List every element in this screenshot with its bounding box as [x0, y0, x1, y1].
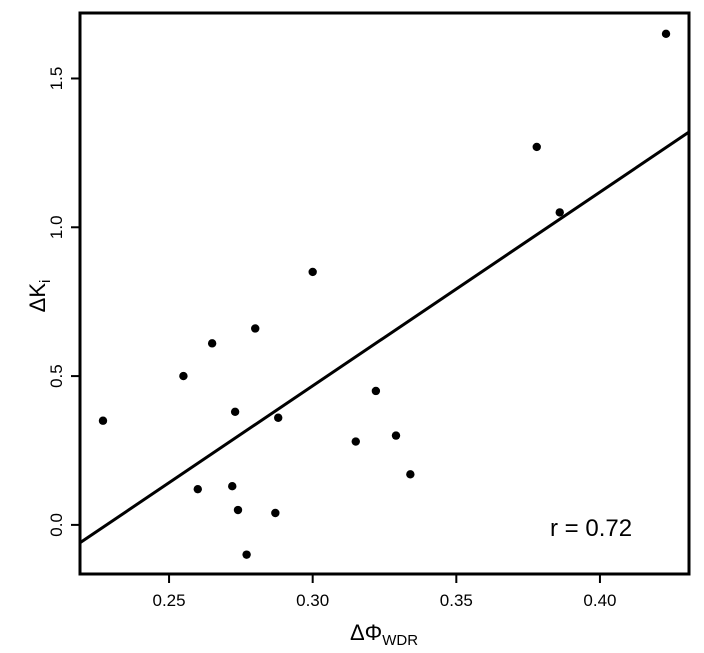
- data-point: [193, 484, 202, 494]
- x-axis-title: ΔΦWDR: [350, 620, 418, 649]
- data-point: [351, 437, 360, 446]
- correlation-annotation: r = 0.72: [550, 515, 632, 542]
- regression-line: [79, 130, 690, 544]
- y-tick-label: 0.0: [47, 513, 66, 537]
- x-tick-label: 0.30: [296, 591, 329, 610]
- x-tick-label: 0.40: [583, 591, 616, 610]
- x-axis: 0.25 0.30 0.35 0.40: [153, 574, 616, 610]
- data-point: [251, 324, 260, 333]
- data-point: [532, 142, 541, 152]
- data-point: [271, 508, 280, 518]
- data-point: [98, 416, 108, 425]
- data-point: [179, 371, 188, 381]
- data-point: [308, 267, 317, 277]
- data-point: [274, 413, 283, 422]
- data-points: [98, 29, 671, 559]
- y-tick-label: 0.5: [47, 364, 66, 388]
- data-point: [555, 208, 564, 217]
- y-axis-title: ΔKi: [25, 280, 54, 313]
- plot-frame: [78, 11, 691, 576]
- data-point: [371, 386, 381, 396]
- data-point: [233, 505, 243, 515]
- x-tick-label: 0.25: [153, 591, 186, 610]
- y-axis: 0.0 0.5 1.0 1.5: [47, 67, 80, 537]
- x-tick-label: 0.35: [440, 591, 473, 610]
- y-tick-label: 1.0: [47, 215, 66, 239]
- data-point: [230, 407, 240, 417]
- data-point: [661, 29, 671, 39]
- data-point: [406, 470, 415, 479]
- data-point: [207, 339, 217, 348]
- data-point: [242, 550, 251, 559]
- data-point: [391, 431, 401, 440]
- data-point: [228, 482, 237, 491]
- regression-line-group: [79, 130, 690, 544]
- y-tick-label: 1.5: [47, 67, 66, 91]
